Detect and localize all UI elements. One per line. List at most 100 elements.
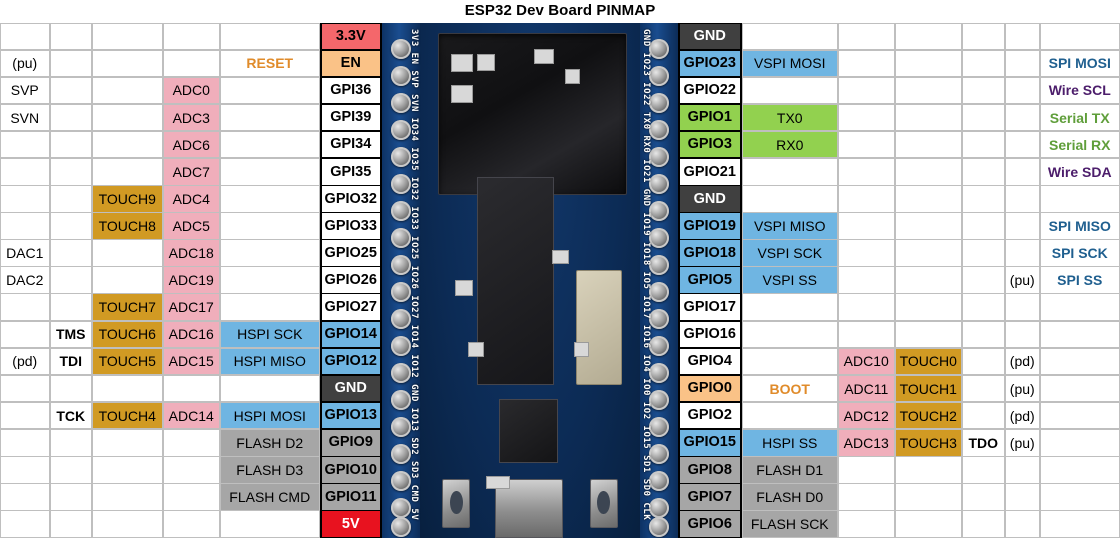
right-cell-r11-c5 [961, 293, 1005, 322]
right-pin-gpio17[interactable]: GPIO17 [677, 293, 742, 322]
right-cell-r17-c5 [961, 456, 1005, 484]
right-pin-gpio22[interactable]: GPIO22 [677, 76, 742, 105]
en-button[interactable] [442, 479, 471, 528]
left-pin-gpio13[interactable]: GPIO13 [319, 401, 382, 430]
left-cell-r2-c3 [91, 49, 163, 78]
right-pin-gpio7[interactable]: GPIO7 [677, 483, 742, 511]
left-cell-r14-c3 [91, 374, 163, 403]
left-header-rail: 3V3 EN SVP SVN IO34 IO35 IO32 IO33 IO25 … [382, 23, 420, 538]
left-pin-gpi34[interactable]: GPI 34 [319, 130, 382, 159]
left-cell-r17-c2 [49, 456, 92, 484]
left-cell-r4-c1: SVN [0, 103, 50, 132]
right-cell-r11-c7 [1039, 293, 1120, 322]
right-cell-r2-c2: VSPI MOSI [741, 49, 838, 78]
left-cell-r17-c3 [91, 456, 163, 484]
left-cell-r15-c5: HSPI MOSI [219, 401, 320, 430]
right-cell-r1-c4 [894, 22, 962, 51]
right-cell-r6-c4 [894, 157, 962, 186]
left-pin-en[interactable]: EN [319, 49, 382, 78]
right-cell-r6-c2 [741, 157, 838, 186]
right-pin-gpio0[interactable]: GPIO0 [677, 374, 742, 403]
right-pin-gpio23[interactable]: GPIO23 [677, 49, 742, 78]
left-pin-gpio26[interactable]: GPIO26 [319, 266, 382, 294]
left-pin-gpio9[interactable]: GPIO9 [319, 428, 382, 457]
right-cell-r9-c2: VSPI SCK [741, 239, 838, 267]
right-cell-r12-c4 [894, 320, 962, 349]
left-cell-r14-c2 [49, 374, 92, 403]
left-cell-r18-c5: FLASH CMD [219, 483, 320, 511]
right-cell-r1-c3 [837, 22, 895, 51]
right-cell-r3-c7: Wire SCL [1039, 76, 1120, 105]
right-pin-gpio3[interactable]: GPIO3 [677, 130, 742, 159]
left-cell-r10-c2 [49, 266, 92, 294]
right-cell-r5-c7: Serial RX [1039, 130, 1120, 159]
right-pin-gpio15[interactable]: GPIO15 [677, 428, 742, 457]
left-cell-r8-c4: ADC5 [162, 212, 220, 240]
right-cell-r16-c5: TDO [961, 428, 1005, 457]
left-cell-r10-c5 [219, 266, 320, 294]
left-cell-r13-c1: (pd) [0, 347, 50, 376]
left-pin-gpio12[interactable]: GPIO12 [319, 347, 382, 376]
right-cell-r5-c5 [961, 130, 1005, 159]
left-cell-r17-c4 [162, 456, 220, 484]
right-cell-r18-c2: FLASH D0 [741, 483, 838, 511]
left-cell-r12-c2: TMS [49, 320, 92, 349]
left-pin-gpio25[interactable]: GPIO25 [319, 239, 382, 267]
left-cell-r4-c2 [49, 103, 92, 132]
left-cell-r2-c1: (pu) [0, 49, 50, 78]
left-cell-r1-c2 [49, 22, 92, 51]
left-pin-5v[interactable]: 5V [319, 510, 382, 538]
right-pin-gpio2[interactable]: GPIO2 [677, 401, 742, 430]
right-pin-gpio5[interactable]: GPIO5 [677, 266, 742, 294]
left-cell-r2-c5: RESET [219, 49, 320, 78]
right-cell-r14-c6: (pu) [1004, 374, 1040, 403]
left-cell-r15-c1 [0, 401, 50, 430]
right-pin-gpio18[interactable]: GPIO18 [677, 239, 742, 267]
right-cell-r16-c2: HSPI SS [741, 428, 838, 457]
left-cell-r10-c1: DAC2 [0, 266, 50, 294]
right-cell-r1-c6 [1004, 22, 1040, 51]
left-cell-r3-c1: SVP [0, 76, 50, 105]
left-pin-gpi35[interactable]: GPI 35 [319, 157, 382, 186]
left-cell-r3-c4: ADC0 [162, 76, 220, 105]
right-pin-gpio21[interactable]: GPIO21 [677, 157, 742, 186]
right-cell-r19-c6 [1004, 510, 1040, 538]
left-pin-gpi36[interactable]: GPI 36 [319, 76, 382, 105]
left-cell-r7-c5 [219, 185, 320, 213]
left-pin-gpio11[interactable]: GPIO11 [319, 483, 382, 511]
right-cell-r14-c2: BOOT [741, 374, 838, 403]
left-pin-gpio14[interactable]: GPIO14 [319, 320, 382, 349]
left-cell-r19-c3 [91, 510, 163, 538]
left-pin-gpio33[interactable]: GPIO33 [319, 212, 382, 240]
right-cell-r8-c7: SPI MISO [1039, 212, 1120, 240]
right-pin-gpio1[interactable]: GPIO1 [677, 103, 742, 132]
right-pin-gpio19[interactable]: GPIO19 [677, 212, 742, 240]
left-pin-3.3v[interactable]: 3.3V [319, 22, 382, 51]
left-pin-gpio10[interactable]: GPIO10 [319, 456, 382, 484]
right-cell-r10-c2: VSPI SS [741, 266, 838, 294]
right-pin-gpio6[interactable]: GPIO6 [677, 510, 742, 538]
boot-button[interactable] [589, 479, 618, 528]
right-pin-gnd[interactable]: GND [677, 185, 742, 213]
left-pin-gpio27[interactable]: GPIO27 [319, 293, 382, 322]
right-pin-gpio4[interactable]: GPIO4 [677, 347, 742, 376]
right-cell-r2-c5 [961, 49, 1005, 78]
right-cell-r2-c4 [894, 49, 962, 78]
right-cell-r18-c3 [837, 483, 895, 511]
left-cell-r12-c4: ADC16 [162, 320, 220, 349]
left-pin-gpio32[interactable]: GPIO32 [319, 185, 382, 213]
right-pin-gpio16[interactable]: GPIO16 [677, 320, 742, 349]
left-cell-r3-c2 [49, 76, 92, 105]
left-cell-r5-c4: ADC6 [162, 130, 220, 159]
right-cell-r18-c5 [961, 483, 1005, 511]
right-cell-r7-c5 [961, 185, 1005, 213]
right-pin-gnd[interactable]: GND [677, 22, 742, 51]
left-pin-gnd[interactable]: GND [319, 374, 382, 403]
left-cell-r19-c1 [0, 510, 50, 538]
left-pin-gpi39[interactable]: GPI 39 [319, 103, 382, 132]
right-cell-r19-c5 [961, 510, 1005, 538]
right-cell-r10-c6: (pu) [1004, 266, 1040, 294]
left-cell-r1-c1 [0, 22, 50, 51]
right-pin-gpio8[interactable]: GPIO8 [677, 456, 742, 484]
right-cell-r6-c6 [1004, 157, 1040, 186]
